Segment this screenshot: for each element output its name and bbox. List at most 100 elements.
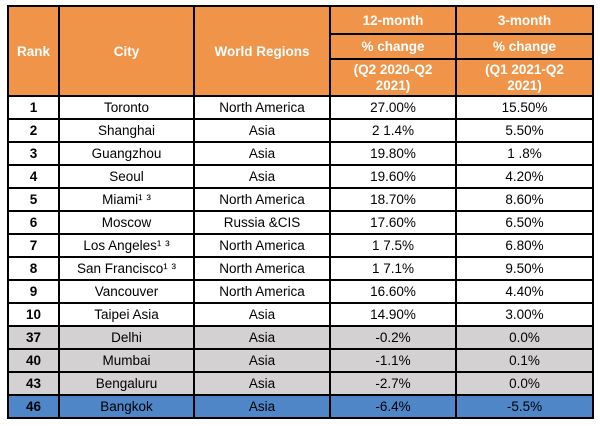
table-header: Rank City World Regions 12-month 3-month… — [7, 5, 594, 97]
cell-rank: 2 — [7, 118, 60, 143]
header-3-month-pct-change: % change — [455, 33, 594, 60]
range-line-1: (Q1 2021-Q2 — [485, 61, 564, 77]
table-row: 8 San Francisco¹ ³ North America 1 7.1% … — [7, 256, 594, 281]
table-body: 1 Toronto North America 27.00% 15.50% 2 … — [7, 95, 594, 419]
cell-rank: 43 — [7, 371, 60, 396]
cell-rank: 7 — [7, 233, 60, 258]
header-12-month-range: (Q2 2020-Q2 2021) — [329, 58, 457, 97]
cell-region: Asia — [193, 371, 331, 396]
cell-12-month-change: -2.7% — [329, 371, 457, 396]
table-row: 43 Bengaluru Asia -2.7% 0.0% — [7, 371, 594, 396]
cell-region: Asia — [193, 141, 331, 166]
cell-region: Asia — [193, 348, 331, 373]
header-12-month-period: 12-month — [329, 5, 457, 35]
cell-12-month-change: 1 7.5% — [329, 233, 457, 258]
cell-region: Asia — [193, 164, 331, 189]
cell-city: Seoul — [58, 164, 195, 189]
cell-rank: 5 — [7, 187, 60, 212]
cell-3-month-change: 4.20% — [455, 164, 594, 189]
cell-3-month-change: 0.0% — [455, 371, 594, 396]
range-line-2: 2021) — [375, 77, 411, 93]
cell-rank: 40 — [7, 348, 60, 373]
table-row: 46 Bangkok Asia -6.4% -5.5% — [7, 394, 594, 419]
cell-rank: 10 — [7, 302, 60, 327]
cell-12-month-change: -0.2% — [329, 325, 457, 350]
cell-12-month-change: 17.60% — [329, 210, 457, 235]
cell-city: Bengaluru — [58, 371, 195, 396]
cell-12-month-change: -1.1% — [329, 348, 457, 373]
table-row: 4 Seoul Asia 19.60% 4.20% — [7, 164, 594, 189]
cell-rank: 9 — [7, 279, 60, 304]
cell-12-month-change: 1 7.1% — [329, 256, 457, 281]
cell-city: Toronto — [58, 95, 195, 120]
header-3-month-period: 3-month — [455, 5, 594, 35]
cell-3-month-change: 1 .8% — [455, 141, 594, 166]
cell-12-month-change: 16.60% — [329, 279, 457, 304]
cell-city: San Francisco¹ ³ — [58, 256, 195, 281]
table-row: 6 Moscow Russia &CIS 17.60% 6.50% — [7, 210, 594, 235]
cell-region: North America — [193, 279, 331, 304]
cell-city: Mumbai — [58, 348, 195, 373]
cell-12-month-change: -6.4% — [329, 394, 457, 419]
cell-rank: 37 — [7, 325, 60, 350]
cell-3-month-change: 5.50% — [455, 118, 594, 143]
table-row: 2 Shanghai Asia 2 1.4% 5.50% — [7, 118, 594, 143]
cell-3-month-change: 3.00% — [455, 302, 594, 327]
header-row-period: Rank City World Regions 12-month 3-month — [7, 5, 594, 97]
cell-rank: 46 — [7, 394, 60, 419]
cell-region: North America — [193, 256, 331, 281]
table-row: 3 Guangzhou Asia 19.80% 1 .8% — [7, 141, 594, 166]
table-row: 40 Mumbai Asia -1.1% 0.1% — [7, 348, 594, 373]
header-city: City — [58, 5, 195, 97]
header-world-regions: World Regions — [193, 5, 331, 97]
cell-city: Los Angeles¹ ³ — [58, 233, 195, 258]
table-row: 1 Toronto North America 27.00% 15.50% — [7, 95, 594, 120]
cell-rank: 3 — [7, 141, 60, 166]
cell-12-month-change: 14.90% — [329, 302, 457, 327]
header-12-month-pct-change: % change — [329, 33, 457, 60]
cell-12-month-change: 27.00% — [329, 95, 457, 120]
cell-3-month-change: 9.50% — [455, 256, 594, 281]
cell-city: Delhi — [58, 325, 195, 350]
cell-region: Asia — [193, 394, 331, 419]
range-line-1: (Q2 2020-Q2 — [353, 61, 433, 77]
cell-city: Vancouver — [58, 279, 195, 304]
city-rankings-table: Rank City World Regions 12-month 3-month… — [7, 5, 594, 419]
cell-3-month-change: 6.80% — [455, 233, 594, 258]
table-row: 37 Delhi Asia -0.2% 0.0% — [7, 325, 594, 350]
cell-region: North America — [193, 233, 331, 258]
cell-12-month-change: 18.70% — [329, 187, 457, 212]
header-3-month-range: (Q1 2021-Q2 2021) — [455, 58, 594, 97]
cell-3-month-change: 0.0% — [455, 325, 594, 350]
cell-3-month-change: 8.60% — [455, 187, 594, 212]
header-rank: Rank — [7, 5, 60, 97]
cell-rank: 8 — [7, 256, 60, 281]
table-row: 9 Vancouver North America 16.60% 4.40% — [7, 279, 594, 304]
cell-3-month-change: 15.50% — [455, 95, 594, 120]
cell-3-month-change: 0.1% — [455, 348, 594, 373]
cell-12-month-change: 19.60% — [329, 164, 457, 189]
range-line-2: 2021) — [507, 77, 542, 93]
cell-12-month-change: 2 1.4% — [329, 118, 457, 143]
cell-3-month-change: 6.50% — [455, 210, 594, 235]
cell-region: Russia &CIS — [193, 210, 331, 235]
cell-city: Guangzhou — [58, 141, 195, 166]
cell-city: Shanghai — [58, 118, 195, 143]
header-row-pct-change: % change % change — [8, 33, 594, 60]
cell-rank: 1 — [7, 95, 60, 120]
cell-city: Bangkok — [58, 394, 195, 419]
table-row: 5 Miami¹ ³ North America 18.70% 8.60% — [7, 187, 594, 212]
cell-rank: 6 — [7, 210, 60, 235]
cell-region: Asia — [193, 302, 331, 327]
table-row: 7 Los Angeles¹ ³ North America 1 7.5% 6.… — [7, 233, 594, 258]
cell-12-month-change: 19.80% — [329, 141, 457, 166]
cell-city: Miami¹ ³ — [58, 187, 195, 212]
cell-region: Asia — [193, 325, 331, 350]
header-row-quarter-range: (Q2 2020-Q2 2021) (Q1 2021-Q2 2021) — [8, 58, 594, 97]
cell-region: Asia — [193, 118, 331, 143]
cell-city: Moscow — [58, 210, 195, 235]
cell-city: Taipei Asia — [58, 302, 195, 327]
cell-region: North America — [193, 95, 331, 120]
cell-region: North America — [193, 187, 331, 212]
cell-3-month-change: -5.5% — [455, 394, 594, 419]
